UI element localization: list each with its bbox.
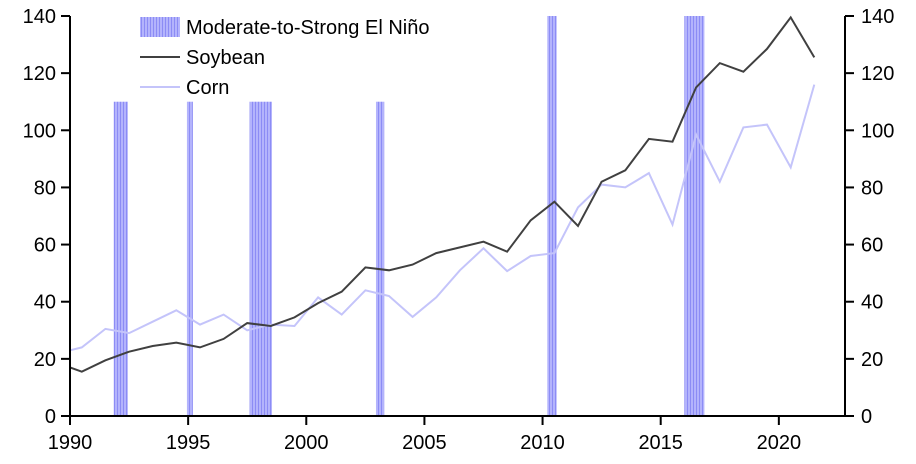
y-tick-label-left: 0 [45,406,56,428]
x-tick-label: 2010 [520,432,565,454]
y-tick-label-left: 20 [34,349,56,371]
el-nino-bar [249,101,273,416]
el-nino-bar [375,101,385,416]
x-tick-label: 2015 [638,432,683,454]
legend: Moderate-to-Strong El Niño Soybean Corn [140,17,429,99]
el-nino-bar [684,16,705,416]
y-tick-label-right: 140 [861,6,894,28]
x-tick-label: 1995 [166,432,211,454]
y-tick-label-right: 20 [861,349,883,371]
y-tick-label-left: 100 [23,120,56,142]
series-line-corn [69,84,816,352]
series-lines [69,15,816,373]
y-tick-label-left: 60 [34,235,56,257]
el-nino-bar [547,16,557,416]
series-line-soybean [69,15,816,373]
x-tick-label: 1990 [48,432,93,454]
x-tick-label: 2005 [402,432,447,454]
y-tick-label-left: 40 [34,292,56,314]
y-tick-label-right: 40 [861,292,883,314]
legend-label: Moderate-to-Strong El Niño [186,17,429,39]
legend-swatch-el-nino [140,17,180,37]
y-tick-label-right: 100 [861,120,894,142]
x-tick-label: 2020 [757,432,802,454]
el-nino-bars [113,16,705,416]
y-tick-label-right: 60 [861,235,883,257]
legend-label: Corn [186,77,229,99]
y-tick-label-right: 120 [861,63,894,85]
y-tick-label-right: 0 [861,406,872,428]
y-tick-label-left: 140 [23,6,56,28]
y-tick-label-left: 80 [34,177,56,199]
x-tick-label: 2000 [284,432,329,454]
y-tick-label-right: 80 [861,177,883,199]
el-nino-bar [186,101,193,416]
legend-label: Soybean [186,47,265,69]
el-nino-bar [113,101,128,416]
y-tick-label-left: 120 [23,63,56,85]
